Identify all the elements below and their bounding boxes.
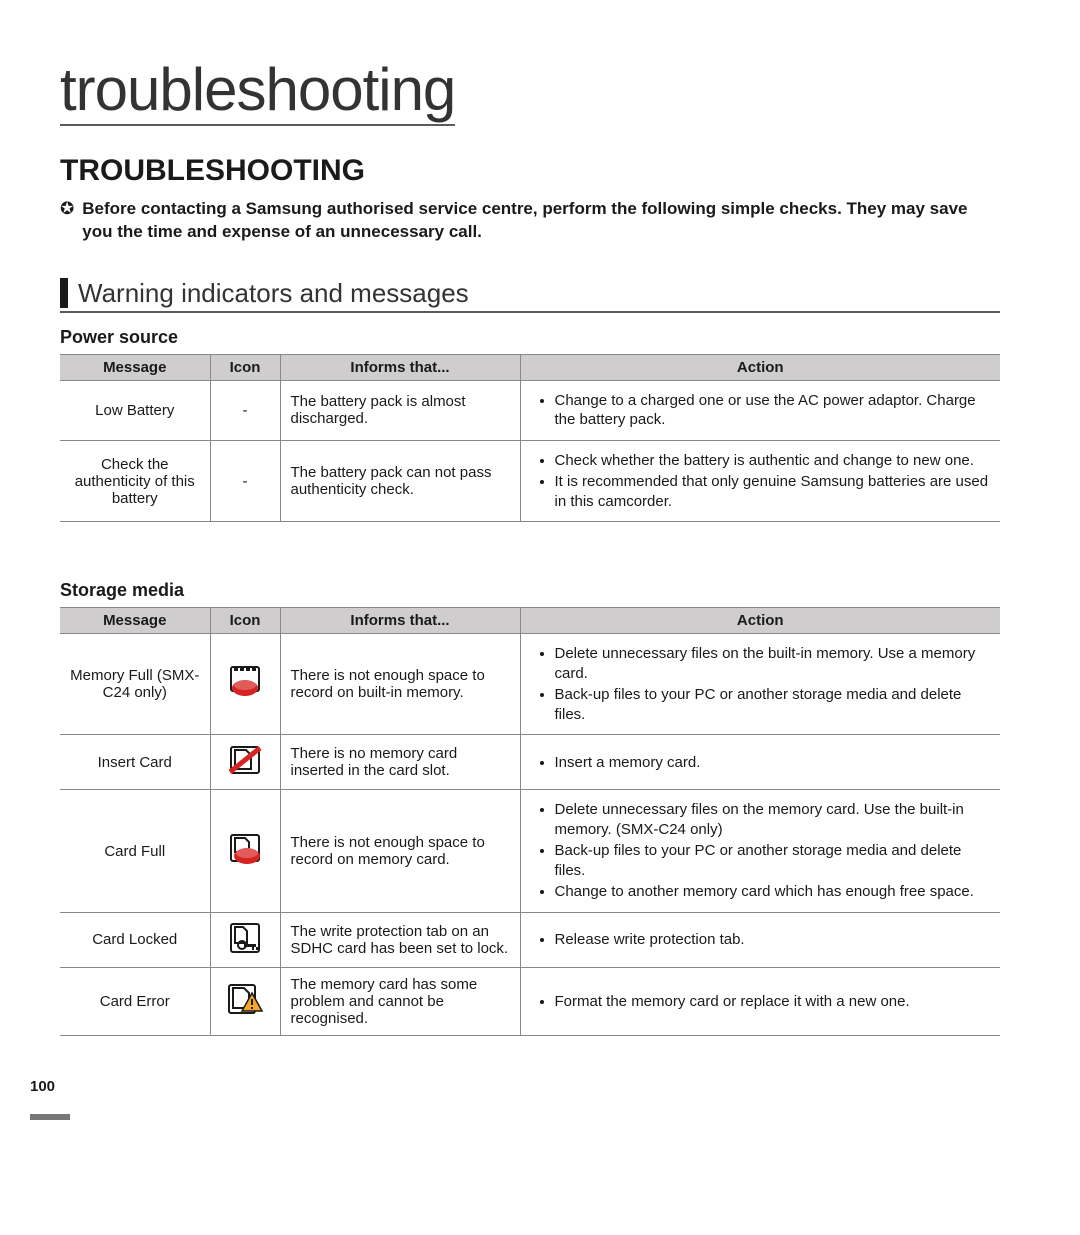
- insert-card-icon: [225, 743, 265, 777]
- table-header-row: Message Icon Informs that... Action: [60, 354, 1000, 380]
- col-message: Message: [60, 354, 210, 380]
- action-item: Format the memory card or replace it wit…: [555, 992, 991, 1012]
- table-header-row: Message Icon Informs that... Action: [60, 608, 1000, 634]
- action-item: Release write protection tab.: [555, 930, 991, 950]
- table-row: Card Full There is not enough space to r…: [60, 790, 1000, 913]
- action-list: Delete unnecessary files on the memory c…: [531, 800, 991, 902]
- cell-icon: [210, 912, 280, 967]
- cell-icon: [210, 790, 280, 913]
- cell-message: Insert Card: [60, 735, 210, 790]
- section-heading: Warning indicators and messages: [60, 278, 1000, 313]
- cell-message: Card Full: [60, 790, 210, 913]
- cell-message: Card Locked: [60, 912, 210, 967]
- cell-action: Delete unnecessary files on the built-in…: [520, 634, 1000, 735]
- cell-informs: There is not enough space to record on m…: [280, 790, 520, 913]
- cell-informs: The memory card has some problem and can…: [280, 967, 520, 1035]
- table-row: Insert Card There is no memory card inse…: [60, 735, 1000, 790]
- action-list: Check whether the battery is authentic a…: [531, 451, 991, 512]
- page-tab: [30, 1114, 70, 1120]
- action-item: Back-up files to your PC or another stor…: [555, 841, 991, 880]
- card-locked-icon: [225, 921, 265, 955]
- cell-icon: -: [210, 440, 280, 522]
- action-item: Check whether the battery is authentic a…: [555, 451, 991, 471]
- page-number: 100: [30, 1078, 55, 1095]
- section-bar: [60, 278, 68, 308]
- action-item: Delete unnecessary files on the memory c…: [555, 800, 991, 839]
- intro-text: Before contacting a Samsung authorised s…: [82, 198, 1000, 244]
- action-item: Delete unnecessary files on the built-in…: [555, 644, 991, 683]
- cell-action: Delete unnecessary files on the memory c…: [520, 790, 1000, 913]
- action-item: Back-up files to your PC or another stor…: [555, 685, 991, 724]
- cell-action: Check whether the battery is authentic a…: [520, 440, 1000, 522]
- action-item: Change to a charged one or use the AC po…: [555, 391, 991, 430]
- col-icon: Icon: [210, 608, 280, 634]
- action-item: It is recommended that only genuine Sams…: [555, 472, 991, 511]
- cell-informs: The write protection tab on an SDHC card…: [280, 912, 520, 967]
- cell-action: Release write protection tab.: [520, 912, 1000, 967]
- sub-heading-power: Power source: [60, 327, 1000, 348]
- cell-icon: [210, 634, 280, 735]
- cell-action: Format the memory card or replace it wit…: [520, 967, 1000, 1035]
- table-row: Low Battery-The battery pack is almost d…: [60, 380, 1000, 440]
- cell-message: Low Battery: [60, 380, 210, 440]
- action-item: Insert a memory card.: [555, 753, 991, 773]
- memory-full-icon: [225, 665, 265, 699]
- cell-action: Insert a memory card.: [520, 735, 1000, 790]
- section-title: Warning indicators and messages: [78, 278, 469, 309]
- cell-icon: -: [210, 380, 280, 440]
- table-row: Card Error The memory card has some prob…: [60, 967, 1000, 1035]
- card-full-icon: [225, 832, 265, 866]
- cell-informs: The battery pack is almost discharged.: [280, 380, 520, 440]
- cell-informs: There is no memory card inserted in the …: [280, 735, 520, 790]
- card-error-icon: [225, 982, 265, 1016]
- header-title: troubleshooting: [60, 55, 455, 126]
- intro-block: ✪ Before contacting a Samsung authorised…: [60, 198, 1000, 244]
- col-message: Message: [60, 608, 210, 634]
- action-list: Change to a charged one or use the AC po…: [531, 391, 991, 430]
- table-row: Memory Full (SMX-C24 only) There is not …: [60, 634, 1000, 735]
- col-informs: Informs that...: [280, 354, 520, 380]
- action-list: Delete unnecessary files on the built-in…: [531, 644, 991, 724]
- cell-message: Card Error: [60, 967, 210, 1035]
- action-list: Format the memory card or replace it wit…: [531, 992, 991, 1012]
- table-row: Card Locked The write protection tab on …: [60, 912, 1000, 967]
- storage-media-table: Message Icon Informs that... Action Memo…: [60, 607, 1000, 1036]
- sub-heading-storage: Storage media: [60, 580, 1000, 601]
- cell-icon: [210, 735, 280, 790]
- cell-informs: There is not enough space to record on b…: [280, 634, 520, 735]
- cell-informs: The battery pack can not pass authentici…: [280, 440, 520, 522]
- power-source-table: Message Icon Informs that... Action Low …: [60, 354, 1000, 523]
- cell-message: Memory Full (SMX-C24 only): [60, 634, 210, 735]
- table-row: Check the authenticity of this battery-T…: [60, 440, 1000, 522]
- cell-message: Check the authenticity of this battery: [60, 440, 210, 522]
- action-list: Release write protection tab.: [531, 930, 991, 950]
- action-item: Change to another memory card which has …: [555, 882, 991, 902]
- col-informs: Informs that...: [280, 608, 520, 634]
- cell-icon: [210, 967, 280, 1035]
- col-icon: Icon: [210, 354, 280, 380]
- col-action: Action: [520, 354, 1000, 380]
- col-action: Action: [520, 608, 1000, 634]
- star-icon: ✪: [60, 198, 74, 220]
- action-list: Insert a memory card.: [531, 753, 991, 773]
- main-heading: TROUBLESHOOTING: [60, 154, 1000, 188]
- cell-action: Change to a charged one or use the AC po…: [520, 380, 1000, 440]
